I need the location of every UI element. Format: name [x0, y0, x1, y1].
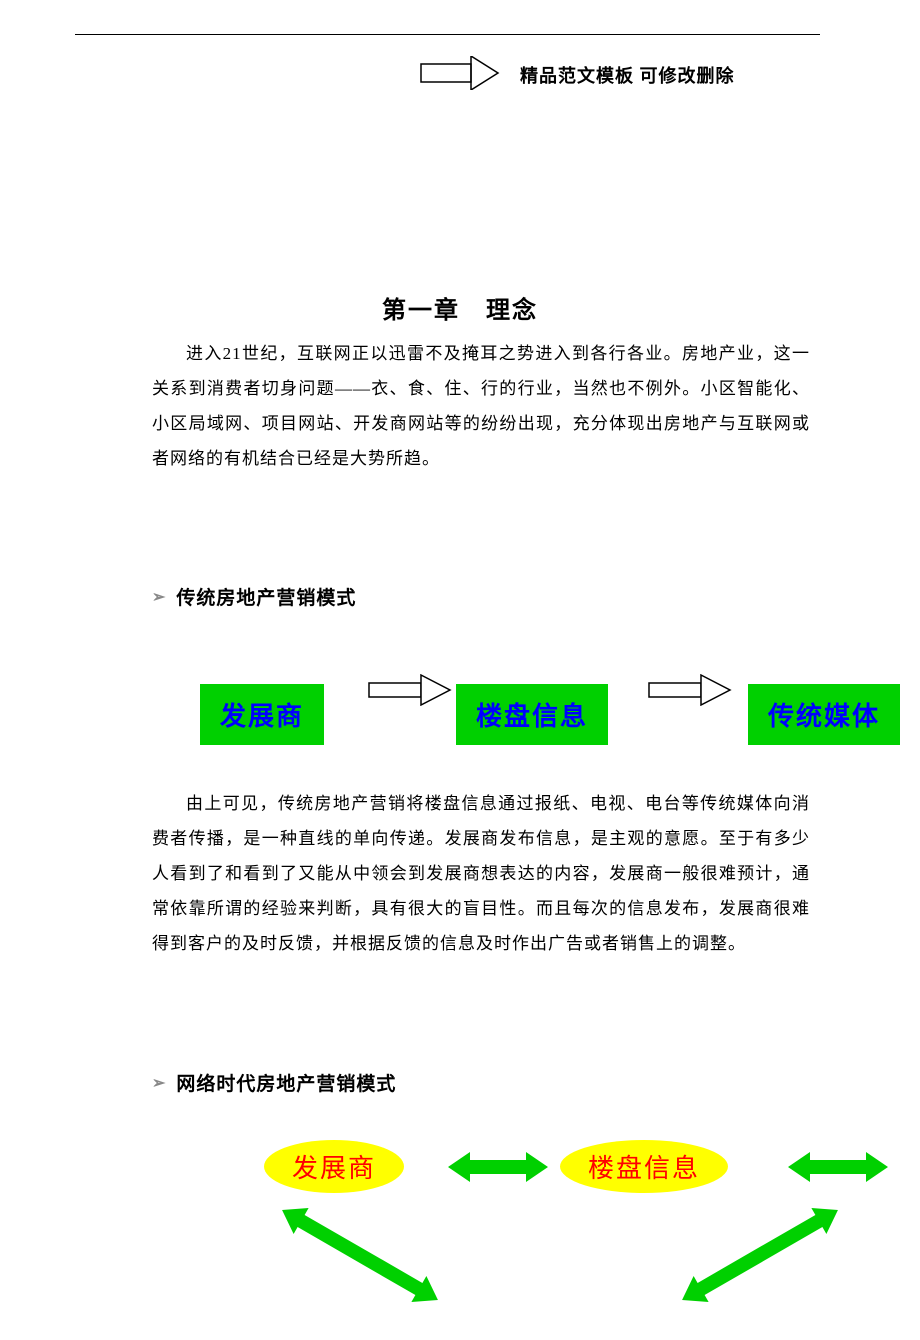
diagonal-arrow-icon: [260, 1200, 460, 1315]
double-arrow-icon: [788, 1152, 888, 1187]
flow-node-developer: 发展商: [264, 1140, 404, 1193]
section-heading-network: ➢ 网络时代房地产营销模式: [152, 1069, 396, 1096]
header-arrow-icon: [420, 56, 500, 95]
section-heading-label: 传统房地产营销模式: [176, 583, 356, 610]
header-divider: [75, 34, 820, 35]
section-heading-label: 网络时代房地产营销模式: [176, 1069, 396, 1096]
traditional-flowchart: 发展商 楼盘信息 传统媒体: [200, 666, 920, 746]
network-flowchart: 发展商 楼盘信息: [200, 1140, 920, 1340]
header-text: 精品范文模板 可修改删除: [520, 62, 735, 88]
intro-paragraph: 进入21世纪，互联网正以迅雷不及掩耳之势进入到各行各业。房地产业，这一关系到消费…: [152, 336, 810, 476]
arrow-right-icon: [648, 674, 732, 711]
chevron-right-icon: ➢: [152, 1073, 166, 1093]
double-arrow-icon: [448, 1152, 548, 1187]
arrow-right-icon: [368, 674, 452, 711]
section-heading-traditional: ➢ 传统房地产营销模式: [152, 583, 356, 610]
chevron-right-icon: ➢: [152, 587, 166, 607]
chapter-title: 第一章 理念: [0, 290, 920, 325]
flow-node-traditional-media: 传统媒体: [748, 684, 900, 745]
diagonal-arrow-icon: [660, 1200, 860, 1315]
flow-node-listing-info: 楼盘信息: [456, 684, 608, 745]
flow-node-listing-info: 楼盘信息: [560, 1140, 728, 1193]
flow-node-developer: 发展商: [200, 684, 324, 745]
analysis-paragraph: 由上可见，传统房地产营销将楼盘信息通过报纸、电视、电台等传统媒体向消费者传播，是…: [152, 786, 810, 961]
